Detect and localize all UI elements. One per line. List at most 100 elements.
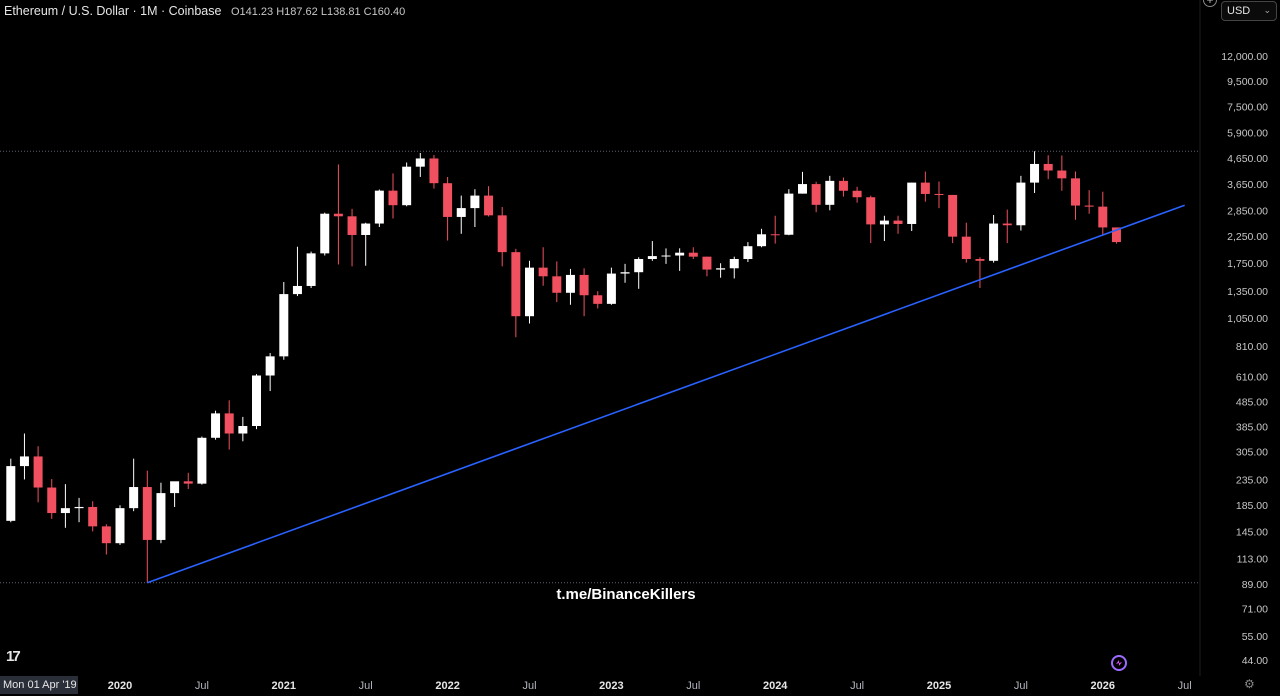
candle <box>838 177 848 197</box>
candle <box>879 215 889 242</box>
candle-body <box>852 190 862 198</box>
candle-body <box>511 252 521 317</box>
candle-body <box>497 215 507 253</box>
candle-body <box>265 356 275 376</box>
candle <box>552 261 562 303</box>
y-tick-label: 185.00 <box>1236 500 1268 512</box>
candle-body <box>879 220 889 225</box>
x-tick-label: Jul <box>522 680 536 692</box>
candle-body <box>525 267 534 317</box>
candle <box>1098 191 1108 236</box>
candle <box>593 291 603 309</box>
candle <box>634 257 644 289</box>
candle-body <box>634 259 644 273</box>
tradingview-logo-icon[interactable]: 17 <box>6 648 21 665</box>
candle <box>661 248 671 264</box>
candle-body <box>292 285 302 295</box>
candle-body <box>211 413 221 438</box>
y-tick-label: 385.00 <box>1236 421 1268 433</box>
candle-body <box>60 508 70 514</box>
candle <box>729 256 739 279</box>
support-trendline[interactable] <box>147 204 1185 584</box>
candle <box>88 501 98 532</box>
y-tick-label: 810.00 <box>1236 341 1268 353</box>
candle <box>470 189 480 228</box>
candle <box>1043 155 1053 180</box>
symbol-header: Ethereum / U.S. Dollar · 1M · Coinbase O… <box>4 4 405 18</box>
y-tick-label: 44.00 <box>1242 655 1268 667</box>
candle <box>852 186 862 203</box>
candle-body <box>1071 178 1080 206</box>
candle <box>1071 171 1080 220</box>
candle-body <box>620 272 630 274</box>
y-tick-label: 2,250.00 <box>1227 231 1268 243</box>
candle-body <box>661 255 671 257</box>
candle <box>743 242 753 263</box>
candle <box>975 257 985 289</box>
y-tick-label: 145.00 <box>1236 526 1268 538</box>
candle-body <box>920 182 930 194</box>
alert-icon[interactable] <box>1108 652 1130 674</box>
candle <box>948 194 958 244</box>
candle <box>456 195 466 234</box>
candle-body <box>1016 182 1026 226</box>
chevron-down-icon: ⌄ <box>1263 5 1271 15</box>
candle-body <box>238 426 248 434</box>
candle-body <box>115 508 125 544</box>
candle <box>934 181 944 209</box>
candle <box>702 256 712 277</box>
candle <box>920 171 930 202</box>
crosshair-date-label: Mon 01 Apr '19 <box>0 676 78 694</box>
x-tick-label: 2022 <box>435 680 459 692</box>
candle-body <box>156 493 166 540</box>
y-tick-label: 7,500.00 <box>1227 102 1268 114</box>
candle <box>265 353 275 392</box>
settings-gear-icon[interactable]: ⚙ <box>1244 677 1255 691</box>
candle-body <box>361 223 371 235</box>
y-tick-label: 3,650.00 <box>1227 179 1268 191</box>
candle <box>320 212 330 256</box>
x-tick-label: Jul <box>850 680 864 692</box>
candle-body <box>811 184 821 205</box>
candle <box>798 171 807 194</box>
candle-body <box>798 184 807 194</box>
candle-body <box>19 456 29 467</box>
candle-body <box>6 466 16 521</box>
candle <box>1016 175 1026 231</box>
currency-value: USD <box>1227 5 1251 17</box>
currency-select[interactable]: USD ⌄ <box>1221 1 1277 21</box>
candle-body <box>757 234 767 247</box>
candle <box>47 478 57 519</box>
candle <box>484 186 494 217</box>
candle-body <box>538 267 548 277</box>
candle-body <box>948 194 958 237</box>
candle-body <box>743 246 753 260</box>
candle-body <box>129 487 139 509</box>
candle <box>811 181 821 213</box>
candle-body <box>975 259 985 261</box>
candle-body <box>688 252 698 257</box>
candle <box>170 481 180 507</box>
candle-body <box>456 208 466 217</box>
candle-body <box>893 220 903 224</box>
candle-body <box>333 213 343 217</box>
candle-body <box>729 259 739 269</box>
candle <box>1057 155 1067 191</box>
candle <box>374 189 384 228</box>
candle-body <box>838 180 848 191</box>
candle-body <box>484 195 494 216</box>
candle-body <box>565 274 575 293</box>
x-tick-label: Jul <box>359 680 373 692</box>
candle <box>224 400 234 450</box>
candle <box>129 458 139 512</box>
candle-body <box>1030 163 1040 183</box>
candle <box>620 263 630 283</box>
candle-body <box>224 413 234 434</box>
candle <box>579 268 589 317</box>
candle-body <box>593 295 603 304</box>
candle <box>415 153 425 177</box>
candle <box>183 472 193 490</box>
candle-body <box>347 216 357 235</box>
candle <box>74 497 84 523</box>
